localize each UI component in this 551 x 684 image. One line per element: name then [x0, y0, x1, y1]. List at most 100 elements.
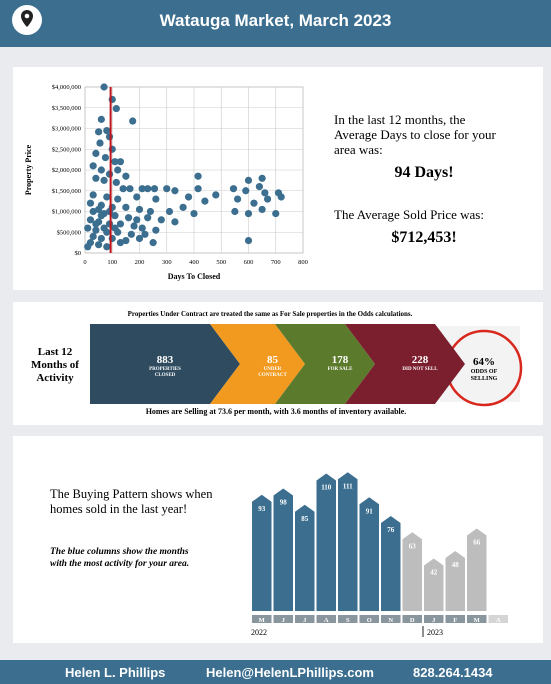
month-label: A: [496, 617, 501, 624]
days-value: 94 Days!: [394, 164, 454, 181]
point: [97, 115, 105, 123]
arrow: [90, 324, 240, 404]
activity-item-label: DID NOT SELL: [402, 367, 438, 372]
y-tick-label: $2,000,000: [52, 167, 81, 174]
month-label: J: [303, 617, 307, 624]
price-text: The Average Sold Price was:: [334, 207, 484, 222]
bar-label: 98: [280, 499, 288, 507]
month-cell: [467, 615, 487, 623]
point: [149, 239, 157, 247]
point: [111, 224, 119, 232]
pin-icon: [21, 10, 33, 27]
point: [105, 207, 114, 216]
activity-value: 178: [332, 354, 349, 366]
bar-label: 91: [366, 507, 374, 515]
point: [242, 187, 250, 195]
point: [105, 133, 114, 141]
month-label: D: [410, 617, 415, 624]
month-label: O: [367, 617, 372, 624]
activity-value: 228: [412, 354, 429, 366]
price-value: $712,453!: [391, 229, 457, 246]
point: [144, 214, 152, 222]
month-label: S: [346, 617, 350, 624]
title: Watauga Market, March 2023: [159, 11, 392, 30]
bar: [252, 494, 272, 611]
point: [111, 212, 119, 220]
point: [229, 185, 238, 193]
bar: [273, 488, 293, 611]
point: [89, 191, 97, 199]
x-tick-label: 200: [135, 259, 145, 266]
bar-label: 42: [430, 569, 438, 577]
month-label: M: [474, 617, 480, 624]
agent-email: Helen@HelenLPhillips.com: [206, 665, 374, 680]
bar-label: 76: [387, 526, 395, 534]
point: [150, 185, 159, 193]
month-cell: [295, 615, 315, 623]
bar-label: 110: [321, 484, 332, 492]
arrow: [275, 324, 375, 404]
point: [277, 193, 285, 201]
month-cell: [359, 615, 379, 623]
point: [89, 232, 97, 240]
point: [146, 207, 154, 216]
point: [92, 149, 100, 157]
point: [255, 183, 263, 191]
point: [100, 83, 108, 91]
y-tick-label: $1,000,000: [52, 209, 81, 216]
bar-label: 85: [301, 515, 309, 523]
point: [116, 239, 125, 247]
pin-hole: [24, 13, 30, 19]
x-tick-label: 600: [244, 259, 254, 266]
year-label: 2023: [427, 628, 443, 637]
y-tick-label: $0: [75, 250, 82, 257]
point: [125, 214, 133, 222]
activity-value: 883: [157, 354, 174, 366]
point: [84, 224, 92, 232]
month-label: J: [432, 617, 436, 624]
point: [119, 185, 127, 193]
point: [89, 207, 97, 216]
point: [130, 222, 138, 230]
point: [97, 212, 105, 220]
point: [105, 170, 114, 178]
point: [133, 216, 141, 224]
bar: [424, 558, 444, 611]
point: [258, 174, 266, 182]
agent-name: Helen L. Phillips: [65, 665, 166, 680]
point: [201, 197, 209, 205]
pattern-text: The Buying Pattern shows when homes sold…: [50, 487, 213, 516]
x-tick-label: 100: [107, 259, 117, 266]
point: [165, 207, 174, 216]
bar: [359, 497, 379, 611]
point: [116, 158, 125, 166]
odds-value: 64%: [473, 356, 495, 368]
x-tick-label: 0: [83, 259, 86, 266]
point: [157, 216, 165, 224]
activity-value: 85: [267, 354, 279, 366]
x-tick-label: 400: [189, 259, 199, 266]
point: [97, 166, 105, 174]
y-tick-label: $3,500,000: [52, 105, 81, 112]
bar-chart: 93 M 98 J 85 J 110 A 111 S 91 O 76 N 63 D 42 J 48 F 66 M A 2022…: [251, 472, 508, 637]
month-cell: [424, 615, 444, 623]
bar-label: 63: [409, 542, 417, 550]
point: [152, 226, 160, 234]
month-label: M: [259, 617, 265, 624]
point: [163, 185, 171, 193]
point: [116, 220, 125, 228]
point: [250, 199, 258, 207]
footer-bar: [0, 660, 551, 684]
point: [138, 185, 146, 193]
point: [95, 241, 103, 249]
month-cell: [381, 615, 401, 623]
point: [122, 172, 130, 180]
point: [152, 195, 160, 203]
point: [111, 158, 119, 166]
point: [89, 162, 97, 170]
y-tick-label: $1,500,000: [52, 188, 81, 195]
month-cell: [273, 615, 293, 623]
point: [234, 195, 242, 203]
point: [114, 166, 122, 174]
